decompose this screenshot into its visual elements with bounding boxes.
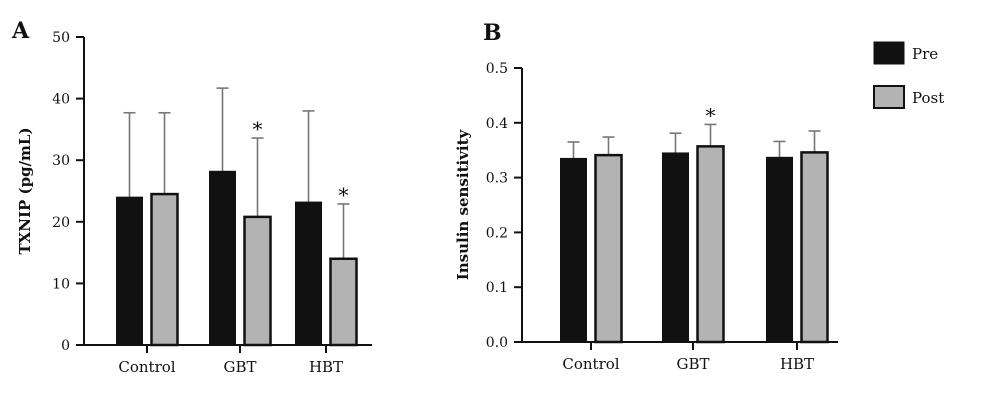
y-tick-label: 10 — [52, 276, 70, 292]
y-tick-label: 30 — [52, 153, 70, 169]
y-tick-label: 0.2 — [486, 225, 508, 241]
significance-marker: * — [706, 103, 716, 127]
panel-a-chart: A 0 10 20 30 40 50 TXNIP (pg/mL) Control GBT HBT * * — [11, 18, 372, 376]
x-tick-label: GBT — [223, 358, 256, 376]
pre-bar-gbt — [209, 170, 236, 346]
pre-bar-control — [560, 157, 587, 343]
y-tick-label: 0.3 — [486, 171, 508, 187]
legend-post-label: Post — [912, 89, 944, 107]
y-axis-label: Insulin sensitivity — [454, 128, 472, 280]
y-tick-label: 0 — [61, 338, 70, 354]
legend-pre-label: Pre — [912, 45, 938, 63]
y-tick-label: 50 — [52, 30, 70, 46]
x-tick-label: Control — [118, 358, 175, 376]
y-axis-label: TXNIP (pg/mL) — [16, 127, 34, 254]
pre-bar-hbt — [766, 156, 793, 343]
y-tick-label: 20 — [52, 215, 70, 231]
x-tick-label: HBT — [780, 355, 814, 373]
panel-b-chart: B 0.0 0.1 0.2 0.3 0.4 0.5 Insulin sensitivity Co… — [454, 20, 838, 373]
y-tick-label: 0.1 — [486, 280, 508, 296]
post-bar-hbt — [800, 151, 829, 344]
panel-label: A — [11, 18, 30, 44]
y-tick-label: 0.0 — [486, 335, 508, 351]
legend: Pre Post — [873, 41, 944, 109]
significance-marker: * — [253, 117, 263, 141]
post-bar-gbt — [243, 215, 272, 347]
pre-bar-gbt — [662, 152, 689, 343]
post-bar-control — [150, 192, 179, 347]
y-tick-label: 40 — [52, 92, 70, 108]
significance-marker: * — [339, 183, 349, 207]
post-bar-control — [594, 153, 623, 344]
post-bar-hbt — [329, 257, 358, 347]
x-tick-label: Control — [562, 355, 619, 373]
y-tick-label: 0.4 — [486, 116, 508, 132]
post-bar-gbt — [696, 145, 725, 344]
x-tick-label: GBT — [676, 355, 709, 373]
pre-bar-control — [116, 196, 143, 346]
panel-label: B — [483, 20, 502, 46]
x-tick-label: HBT — [309, 358, 343, 376]
y-tick-label: 0.5 — [486, 61, 508, 77]
legend-pre-swatch — [873, 41, 905, 65]
pre-bar-hbt — [295, 201, 322, 346]
legend-post-swatch — [873, 85, 905, 109]
